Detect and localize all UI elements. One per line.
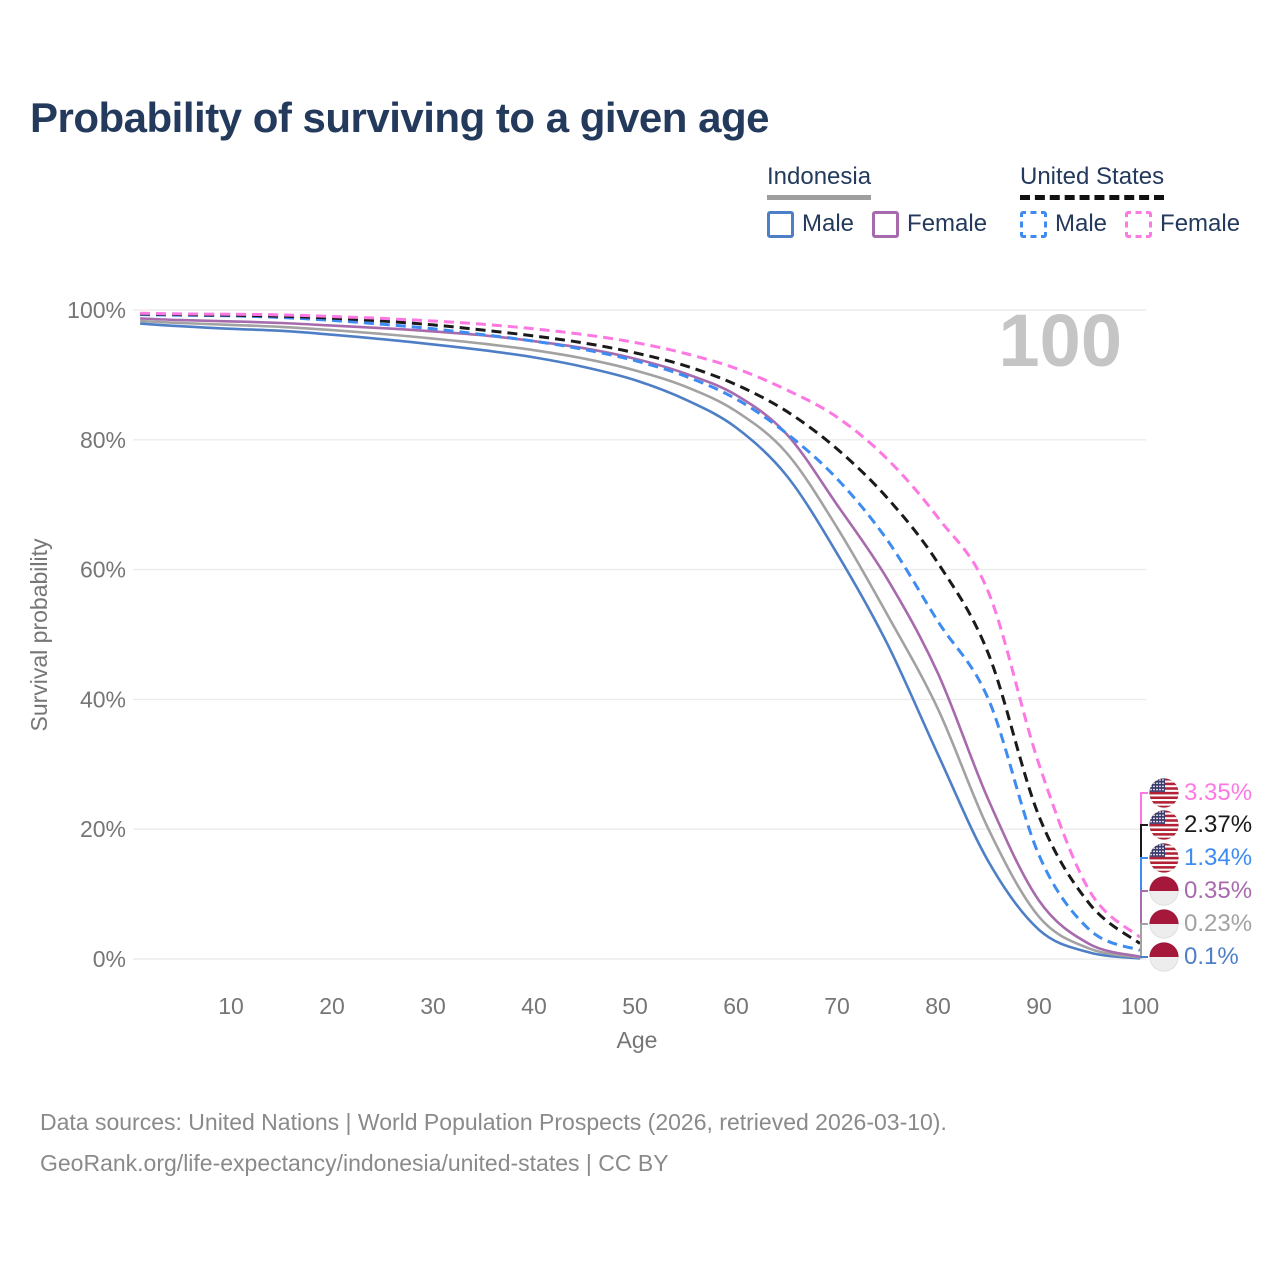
legend-swatch-icon <box>767 210 794 238</box>
x-tick-label-100: 100 <box>1121 993 1159 1019</box>
curve-united-states-male[interactable] <box>140 313 1141 952</box>
y-axis-title: Survival probability <box>26 538 52 732</box>
x-tick-label-10: 10 <box>218 993 244 1019</box>
legend-toggle-indonesia[interactable]: Indonesia <box>767 163 872 200</box>
legend-item-label: Female <box>1160 210 1241 237</box>
x-tick-label-90: 90 <box>1026 993 1052 1019</box>
legend-item-label: Male <box>802 210 855 237</box>
legend-item-indonesia-female[interactable]: Female <box>872 210 987 238</box>
curve-united-states-female[interactable] <box>140 311 1142 939</box>
legend-item-indonesia-male[interactable]: Male <box>767 210 854 238</box>
legend-group-united-states: United States Male Female <box>1020 163 1258 238</box>
leader-line-indonesia <box>1140 923 1148 958</box>
legend-item-label: Female <box>907 210 988 237</box>
y-tick-label-40: 40% <box>80 686 126 712</box>
legend-item-united-states-male[interactable]: Male <box>1020 210 1107 238</box>
leader-line-indonesia-male <box>1140 956 1148 959</box>
x-axis-title: Age <box>617 1027 658 1053</box>
curve-indonesia-male[interactable] <box>140 322 1141 960</box>
page-title: Probability of surviving to a given age <box>30 94 769 141</box>
leader-line-united-states <box>1140 824 1148 944</box>
data-sources: Data sources: United Nations | World Pop… <box>40 1102 947 1184</box>
x-tick-label-40: 40 <box>521 993 547 1019</box>
legend-item-united-states-female[interactable]: Female <box>1125 210 1240 238</box>
x-tick-label-20: 20 <box>319 993 345 1019</box>
legend-items: Male Female <box>1020 210 1258 238</box>
y-tick-label-60: 60% <box>80 557 126 583</box>
leader-line-united-states-female <box>1140 792 1148 938</box>
legend-toggle-united-states[interactable]: United States <box>1020 163 1165 200</box>
curve-indonesia-female[interactable] <box>140 317 1141 958</box>
legend-items: Male Female <box>767 210 1005 238</box>
y-tick-label-0: 0% <box>93 946 126 972</box>
curve-united-states[interactable] <box>140 312 1141 945</box>
legend-swatch-icon <box>1020 210 1047 238</box>
x-tick-label-60: 60 <box>723 993 749 1019</box>
source-line-2: GeoRank.org/life-expectancy/indonesia/un… <box>40 1150 669 1176</box>
source-line-1: Data sources: United Nations | World Pop… <box>40 1109 947 1135</box>
legend-group-indonesia: Indonesia Male Female <box>767 163 1005 238</box>
curve-indonesia[interactable] <box>140 319 1141 959</box>
y-tick-label-100: 100% <box>67 297 126 323</box>
leader-line-united-states-male <box>1140 857 1148 951</box>
x-tick-label-50: 50 <box>622 993 648 1019</box>
x-tick-label-70: 70 <box>824 993 850 1019</box>
x-tick-label-30: 30 <box>420 993 446 1019</box>
y-tick-label-20: 20% <box>80 816 126 842</box>
x-tick-label-80: 80 <box>925 993 951 1019</box>
legend-swatch-icon <box>872 210 900 238</box>
legend-item-label: Male <box>1055 210 1108 237</box>
legend-swatch-icon <box>1125 210 1153 238</box>
y-tick-label-80: 80% <box>80 427 126 453</box>
hover-age-indicator: 100 <box>999 299 1122 382</box>
